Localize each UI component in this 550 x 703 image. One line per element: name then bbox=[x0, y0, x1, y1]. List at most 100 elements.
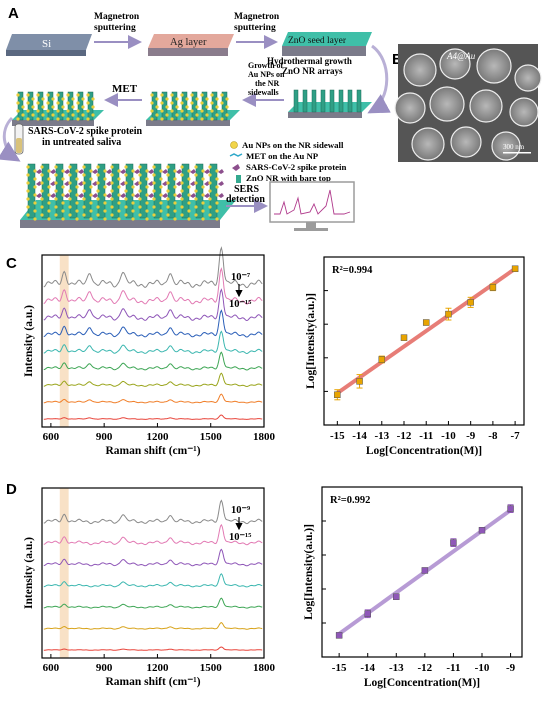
au-np bbox=[194, 181, 198, 185]
sem-particle bbox=[411, 127, 445, 161]
au-np bbox=[21, 113, 25, 117]
au-np bbox=[215, 185, 219, 189]
spectrum-line bbox=[43, 351, 263, 371]
au-np bbox=[205, 113, 209, 117]
au-np bbox=[152, 165, 156, 169]
au-np bbox=[145, 201, 149, 205]
au-np bbox=[68, 165, 72, 169]
plot-frame bbox=[323, 256, 525, 426]
au-np bbox=[187, 209, 191, 213]
au-np bbox=[110, 197, 114, 201]
spike-protein bbox=[120, 193, 126, 198]
x-tick-label: -11 bbox=[419, 430, 433, 442]
x-tick-label: -12 bbox=[418, 662, 433, 674]
spectrum-line bbox=[43, 499, 263, 525]
au-np bbox=[47, 193, 51, 197]
panel-a-letter: A bbox=[8, 5, 19, 22]
x-tick-label: 900 bbox=[96, 662, 113, 674]
spike-protein bbox=[148, 169, 154, 174]
spike-protein bbox=[78, 193, 84, 198]
highlight-band bbox=[59, 255, 69, 427]
spike-protein bbox=[50, 193, 56, 198]
au-np bbox=[26, 165, 30, 169]
au-np bbox=[26, 181, 30, 185]
au-np bbox=[166, 165, 170, 169]
au-np bbox=[145, 193, 149, 197]
au-np bbox=[195, 105, 199, 109]
au-np bbox=[82, 205, 86, 209]
nanorod bbox=[320, 89, 326, 113]
au-np bbox=[220, 117, 224, 121]
au-np bbox=[194, 189, 198, 193]
x-tick-label: -12 bbox=[397, 430, 412, 442]
au-np bbox=[26, 173, 30, 177]
au-np bbox=[124, 213, 128, 217]
au-np bbox=[160, 109, 164, 113]
au-np bbox=[68, 197, 72, 201]
data-point bbox=[335, 632, 343, 639]
au-np bbox=[194, 165, 198, 169]
au-np bbox=[190, 101, 194, 105]
au-np bbox=[41, 105, 45, 109]
au-np bbox=[173, 217, 177, 221]
au-np bbox=[145, 185, 149, 189]
x-tick-label: 600 bbox=[43, 431, 60, 443]
spike-protein bbox=[218, 193, 224, 198]
au-np bbox=[165, 113, 169, 117]
data-point bbox=[467, 299, 474, 306]
au-np bbox=[160, 93, 164, 97]
spike-protein bbox=[50, 169, 56, 174]
au-np bbox=[194, 197, 198, 201]
data-point bbox=[421, 567, 429, 574]
au-np bbox=[26, 101, 30, 105]
x-tick-label: 1500 bbox=[200, 431, 223, 443]
au-np bbox=[110, 189, 114, 193]
spectrum-line bbox=[43, 309, 263, 338]
y-axis-label: Intensity (a.u.) bbox=[23, 537, 35, 609]
au-np bbox=[81, 105, 85, 109]
au-np bbox=[215, 217, 219, 221]
au-np bbox=[152, 205, 156, 209]
spectrum-line bbox=[43, 372, 263, 388]
au-np bbox=[51, 113, 55, 117]
au-np bbox=[160, 117, 164, 121]
concentration-bottom: 10⁻¹⁵ bbox=[229, 532, 251, 543]
au-np bbox=[54, 173, 58, 177]
data-point bbox=[445, 310, 452, 318]
spike-protein bbox=[36, 169, 42, 174]
au-np bbox=[61, 169, 65, 173]
au-np bbox=[159, 177, 163, 181]
spike-protein bbox=[176, 169, 182, 174]
panel-b: B A4@Au 300 nm bbox=[392, 44, 542, 162]
au-np bbox=[180, 181, 184, 185]
au-np bbox=[86, 101, 90, 105]
au-np bbox=[187, 217, 191, 221]
au-np bbox=[152, 181, 156, 185]
au-np bbox=[208, 213, 212, 217]
au-np bbox=[145, 169, 149, 173]
ag-label: Ag layer bbox=[170, 37, 207, 48]
au-np bbox=[40, 173, 44, 177]
au-np bbox=[61, 209, 65, 213]
spike-protein bbox=[78, 181, 84, 186]
legend-item-2: SARS-CoV-2 spike protein bbox=[246, 162, 346, 172]
au-np bbox=[33, 217, 37, 221]
spike-protein bbox=[204, 169, 210, 174]
au-np bbox=[31, 113, 35, 117]
au-np bbox=[66, 93, 70, 97]
au-np bbox=[201, 169, 205, 173]
nanorod bbox=[311, 89, 317, 113]
plot-frame bbox=[41, 487, 265, 659]
au-np bbox=[71, 105, 75, 109]
spike-protein bbox=[204, 193, 210, 198]
au-np bbox=[225, 105, 229, 109]
monitor-icon bbox=[269, 181, 355, 231]
au-np bbox=[165, 97, 169, 101]
au-np bbox=[66, 117, 70, 121]
au-np bbox=[47, 177, 51, 181]
au-np bbox=[155, 105, 159, 109]
au-np bbox=[131, 193, 135, 197]
au-np bbox=[190, 93, 194, 97]
spectrum-line bbox=[43, 573, 263, 588]
au-np bbox=[110, 205, 114, 209]
